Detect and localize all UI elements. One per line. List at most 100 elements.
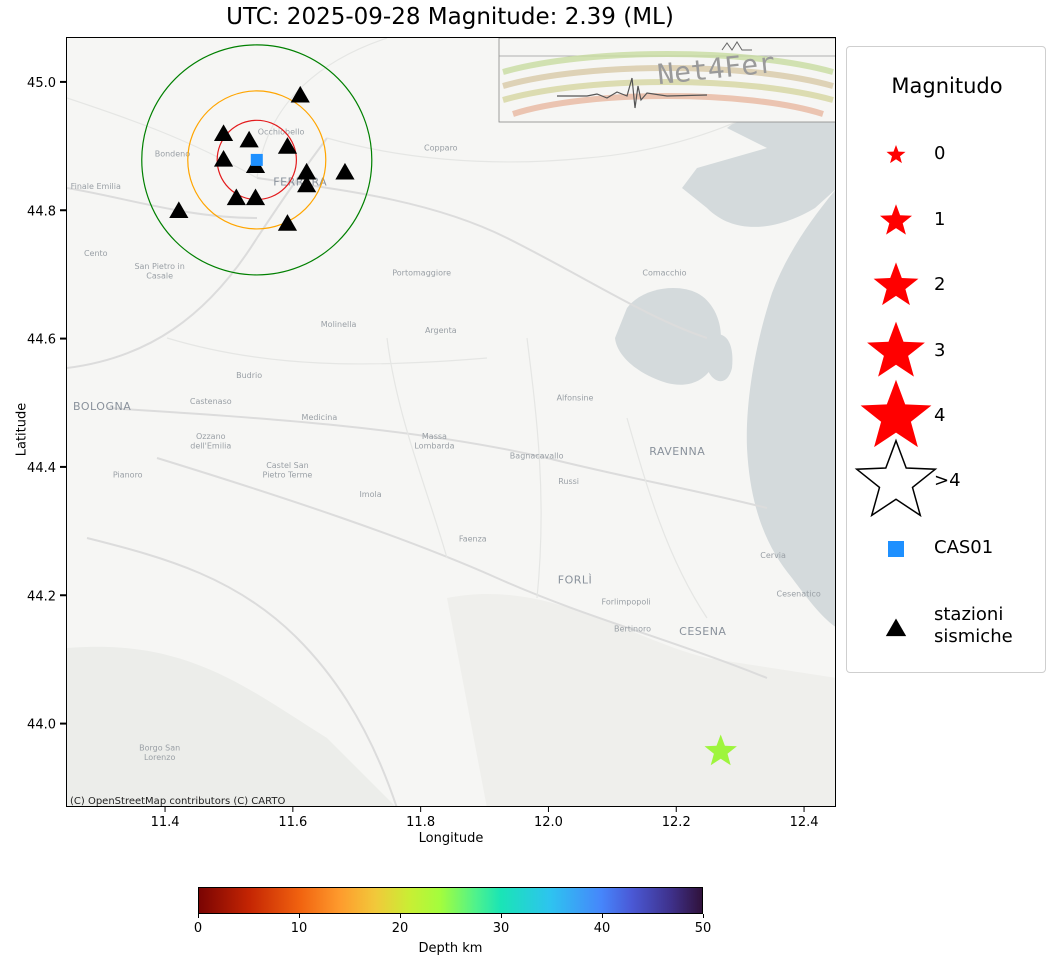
legend-star-symbol (886, 145, 906, 164)
legend-item-label: CAS01 (934, 537, 994, 558)
legend-square-symbol (888, 541, 904, 557)
colorbar-tick-label: 50 (694, 921, 712, 936)
distance-circle (187, 90, 327, 230)
place-label: Alfonsine (557, 394, 594, 403)
colorbar-tick-mark (601, 914, 603, 918)
y-tick-label: 44.2 (27, 589, 56, 604)
place-label: Casale (146, 272, 173, 281)
lagoon-valli (707, 334, 733, 382)
place-label: Borgo San (139, 743, 180, 752)
place-label: Molinella (321, 320, 357, 329)
net4fer-logo: Net4Fer (498, 38, 835, 123)
epicenter-layer (704, 734, 737, 766)
legend-star-symbol (880, 204, 912, 235)
place-label: Faenza (459, 535, 487, 544)
station-triangle (297, 162, 317, 180)
legend-item-label: stazioni sismiche (934, 604, 1013, 648)
place-label: Bagnacavallo (510, 451, 564, 460)
place-label: Castenaso (190, 397, 232, 406)
place-label: CESENA (679, 625, 726, 638)
place-label: Lorenzo (144, 753, 176, 762)
legend-item-label: 2 (934, 274, 946, 295)
legend-star-symbol (854, 438, 938, 518)
place-label: Portomaggiore (392, 268, 451, 277)
x-tick-label: 11.6 (278, 815, 307, 830)
station-triangle (290, 85, 310, 103)
station-triangle (277, 214, 298, 231)
colorbar-tick-mark (298, 914, 300, 918)
station-triangle (226, 188, 246, 206)
sea-north (682, 88, 835, 227)
x-axis-label: Longitude (418, 831, 484, 846)
legend-star-symbol (860, 379, 932, 448)
station-triangle (213, 149, 234, 167)
place-label: Argenta (425, 326, 457, 335)
legend: Magnitudo 0 1 2 3 4 >4 CAS01 stazioni sismiche (846, 46, 1046, 673)
place-label: Russi (558, 477, 579, 486)
place-label: Finale Emilia (71, 182, 121, 191)
station-triangle (245, 188, 266, 206)
colorbar-tick-label: 10 (290, 921, 308, 936)
colorbar-tick-label: 0 (193, 921, 203, 936)
place-label: Cervia (760, 551, 786, 560)
place-label: Castel San (266, 461, 309, 470)
station-triangle (213, 124, 234, 141)
basemap-hills (67, 646, 395, 806)
adriatic-sea (746, 190, 835, 627)
legend-star-symbol (873, 262, 919, 306)
legend-item-label-line1: stazioni (934, 604, 1004, 625)
colorbar-tick-label: 40 (593, 921, 611, 936)
station-triangle (169, 201, 189, 218)
x-tick-label: 11.4 (151, 815, 180, 830)
y-axis-ticks: 44.0 44.2 44.4 44.6 44.8 45.0 (27, 76, 66, 733)
legend-item-label: 3 (934, 340, 946, 361)
y-tick-label: 45.0 (27, 76, 56, 91)
place-label: Cento (84, 249, 108, 258)
legend-star-symbol (867, 321, 925, 377)
colorbar-label: Depth km (418, 941, 483, 956)
station-triangle (277, 137, 298, 154)
cas01-marker (250, 153, 263, 166)
legend-symbols (854, 145, 938, 637)
place-label: Comacchio (642, 268, 686, 277)
y-tick-label: 44.8 (27, 204, 56, 219)
legend-title: Magnitudo (891, 74, 1003, 98)
reference-station-layer (250, 153, 263, 166)
map-attribution: (C) OpenStreetMap contributors (C) CARTO (70, 796, 285, 807)
x-axis-ticks: 11.4 11.6 11.8 12.0 12.2 12.4 (151, 807, 819, 830)
map-panel: BOLOGNA RAVENNA FERRARA Bondeno Finale Emili… (66, 37, 836, 807)
legend-item-label-line2: sismiche (934, 626, 1013, 647)
x-tick-label: 12.4 (790, 815, 819, 830)
colorbar-tick-label: 20 (391, 921, 409, 936)
y-tick-label: 44.0 (27, 718, 56, 733)
place-label: BOLOGNA (73, 400, 131, 413)
place-label: Massa (422, 432, 447, 441)
place-label: Medicina (302, 413, 338, 422)
colorbar-tick-label: 30 (492, 921, 510, 936)
legend-item-label: >4 (934, 470, 961, 491)
colorbar-tick-mark (399, 914, 401, 918)
x-tick-label: 12.0 (534, 815, 563, 830)
lagoon-comacchio (615, 288, 721, 385)
y-axis-label: Latitude (14, 402, 30, 457)
plot-title: UTC: 2025-09-28 Magnitude: 2.39 (ML) (226, 4, 674, 30)
colorbar-tick-mark (702, 914, 704, 918)
distance-circle (141, 44, 373, 276)
x-tick-label: 11.8 (406, 815, 435, 830)
place-label: Ozzano (196, 432, 226, 441)
station-triangle (239, 130, 259, 148)
colorbar-tick-mark (500, 914, 502, 918)
place-label: Forlimpopoli (602, 598, 651, 607)
place-label: San Pietro in (134, 262, 184, 271)
place-label: Imola (359, 490, 381, 499)
road-network (67, 137, 768, 806)
place-label: Budrio (236, 371, 262, 380)
legend-item-label: 4 (934, 405, 946, 426)
place-label: dell'Emilia (190, 442, 231, 451)
place-label: Pianoro (113, 471, 143, 480)
place-label: Lombarda (414, 442, 454, 451)
minor-roads (67, 38, 768, 619)
legend-item-label: 0 (934, 143, 946, 164)
